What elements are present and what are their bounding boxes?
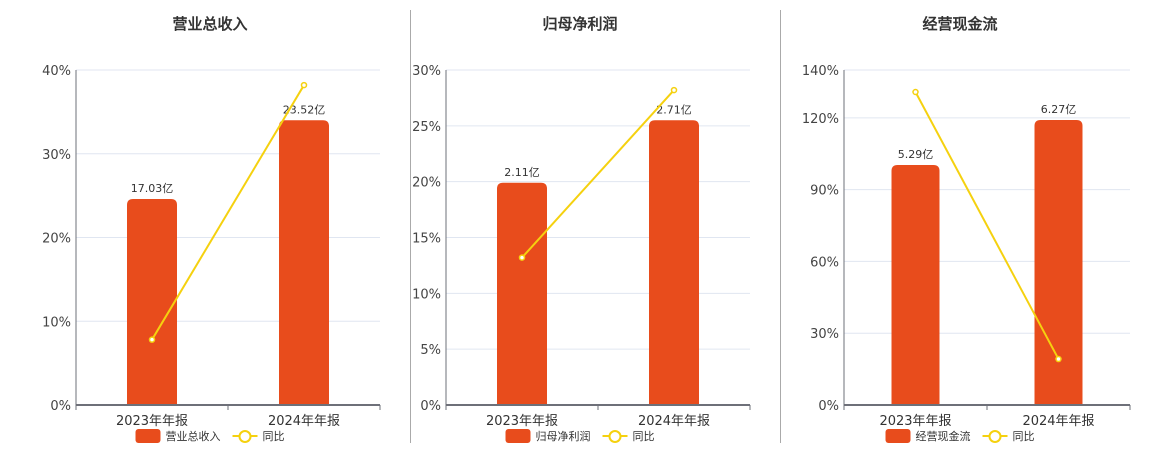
x-category-label: 2023年年报 — [486, 414, 558, 429]
yoy-point[interactable] — [912, 88, 919, 96]
legend-line-label[interactable]: 同比 — [262, 430, 285, 443]
legend-bar-swatch[interactable] — [505, 429, 531, 443]
bar[interactable] — [649, 120, 699, 405]
y-tick-label: 25% — [412, 120, 441, 135]
y-tick-label: 10% — [412, 287, 441, 302]
bar-value-label: 2.71亿 — [656, 103, 692, 116]
yoy-line — [151, 84, 305, 341]
yoy-point[interactable] — [518, 254, 526, 261]
bar[interactable] — [127, 198, 177, 405]
x-category-label: 2023年年报 — [116, 414, 188, 429]
bar[interactable] — [1034, 120, 1083, 405]
legend-bar-swatch[interactable] — [885, 429, 911, 443]
yoy-line — [914, 91, 1060, 360]
legend-bar-label[interactable]: 归母净利润 — [535, 430, 591, 443]
x-category-label: 2023年年报 — [879, 414, 951, 429]
bar-value-label: 2.11亿 — [504, 166, 540, 179]
bar[interactable] — [497, 182, 547, 405]
panel-separator-2 — [780, 10, 781, 443]
bar-value-label: 5.29亿 — [898, 148, 934, 161]
yoy-point[interactable] — [148, 336, 156, 343]
y-tick-label: 60% — [810, 255, 839, 270]
legend-operating-cashflow: 经营现金流 同比 — [885, 428, 1035, 444]
chart-title-revenue: 营业总收入 — [172, 15, 248, 33]
y-tick-label: 0% — [818, 399, 839, 414]
bar[interactable] — [891, 164, 940, 405]
y-tick-label: 30% — [810, 327, 839, 342]
y-tick-label: 90% — [810, 184, 839, 199]
yoy-point[interactable] — [300, 81, 308, 89]
y-tick-label: 0% — [420, 399, 441, 414]
legend-line-swatch-icon[interactable] — [602, 429, 628, 443]
x-category-label: 2024年年报 — [268, 414, 340, 429]
bar-value-label: 6.27亿 — [1041, 103, 1077, 116]
y-tick-label: 0% — [50, 399, 71, 414]
chart-title-net-profit: 归母净利润 — [542, 15, 618, 33]
legend-bar-swatch[interactable] — [135, 429, 161, 443]
chart-title-operating-cashflow: 经营现金流 — [922, 15, 998, 33]
y-tick-label: 20% — [42, 232, 71, 247]
yoy-point[interactable] — [670, 86, 678, 94]
legend-revenue: 营业总收入 同比 — [135, 428, 285, 444]
y-tick-label: 30% — [412, 64, 441, 79]
yoy-line — [521, 89, 675, 259]
legend-bar-label[interactable]: 经营现金流 — [915, 430, 971, 443]
y-tick-label: 10% — [42, 315, 71, 330]
y-tick-label: 40% — [42, 64, 71, 79]
y-tick-label: 15% — [412, 232, 441, 247]
yoy-point[interactable] — [1055, 355, 1062, 363]
y-tick-label: 30% — [42, 148, 71, 163]
bar[interactable] — [279, 120, 329, 405]
panel-separator-1 — [410, 10, 411, 443]
y-tick-label: 20% — [412, 176, 441, 191]
y-tick-label: 120% — [802, 112, 839, 127]
legend-line-swatch-icon[interactable] — [982, 429, 1008, 443]
legend-bar-label[interactable]: 营业总收入 — [165, 430, 221, 443]
x-category-label: 2024年年报 — [638, 414, 710, 429]
legend-line-label[interactable]: 同比 — [632, 430, 655, 443]
legend-line-swatch-icon[interactable] — [232, 429, 258, 443]
bar-value-label: 23.52亿 — [283, 103, 326, 116]
legend-line-label[interactable]: 同比 — [1012, 430, 1035, 443]
x-category-label: 2024年年报 — [1022, 414, 1094, 429]
legend-net-profit: 归母净利润 同比 — [505, 428, 655, 444]
y-tick-label: 5% — [420, 343, 441, 358]
y-tick-label: 140% — [802, 64, 839, 79]
bar-value-label: 17.03亿 — [131, 182, 174, 195]
